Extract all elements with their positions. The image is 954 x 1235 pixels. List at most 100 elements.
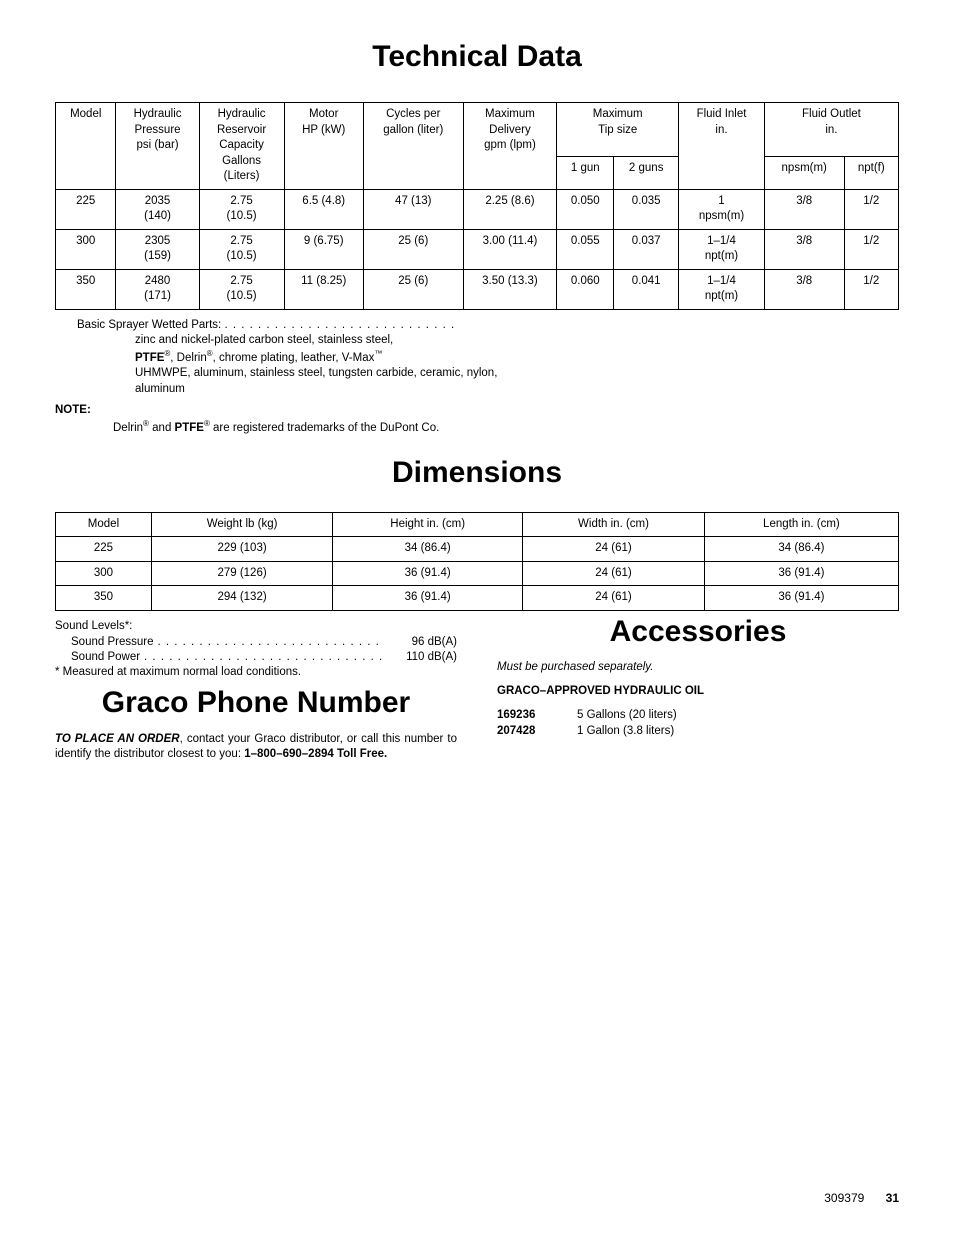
col-inlet: Fluid Inlet in. xyxy=(679,103,765,190)
sound-footnote: * Measured at maximum normal load condit… xyxy=(55,666,457,678)
wetted-body: zinc and nickel-plated carbon steel, sta… xyxy=(135,333,539,397)
cell: 11 (8.25) xyxy=(284,269,363,309)
oil-desc: 1 Gallon (3.8 liters) xyxy=(577,723,674,739)
cell: 1 npsm(m) xyxy=(679,189,765,229)
cell: 0.041 xyxy=(614,269,679,309)
cell: 0.055 xyxy=(557,229,614,269)
sound-title: Sound Levels*: xyxy=(55,619,457,635)
cell: 300 xyxy=(56,561,152,586)
cell: 1–1/4 npt(m) xyxy=(679,229,765,269)
oil-part-number: 207428 xyxy=(497,723,577,739)
dimensions-title: Dimensions xyxy=(55,456,899,490)
col-model: Model xyxy=(56,512,152,537)
col-length: Length in. (cm) xyxy=(704,512,898,537)
cell: 229 (103) xyxy=(151,537,332,562)
cell: 2035 (140) xyxy=(116,189,199,229)
cell: 0.037 xyxy=(614,229,679,269)
cell: 24 (61) xyxy=(523,537,705,562)
dots: . . . . . . . . . . . . . . . . . . . . … xyxy=(157,635,407,651)
col-weight: Weight lb (kg) xyxy=(151,512,332,537)
wetted-line-3: UHMWPE, aluminum, stainless steel, tungs… xyxy=(135,367,497,395)
wetted-line-2b: , Delrin xyxy=(170,352,206,364)
col-cycles: Cycles per gallon (liter) xyxy=(363,103,463,190)
order-text: TO PLACE AN ORDER, contact your Graco di… xyxy=(55,732,457,763)
note-body-b: and xyxy=(149,421,171,433)
cell: 1–1/4 npt(m) xyxy=(679,269,765,309)
trademark-icon: ™ xyxy=(374,349,382,358)
col-tipsize: Maximum Tip size xyxy=(557,103,679,157)
oil-item: 207428 1 Gallon (3.8 liters) xyxy=(497,723,899,739)
table-header-row: Model Weight lb (kg) Height in. (cm) Wid… xyxy=(56,512,899,537)
cell: 350 xyxy=(56,269,116,309)
cell: 350 xyxy=(56,586,152,611)
cell: 36 (91.4) xyxy=(333,561,523,586)
accessories-title: Accessories xyxy=(497,615,899,649)
cell: 0.060 xyxy=(557,269,614,309)
table-row: 300 2305 (159) 2.75 (10.5) 9 (6.75) 25 (… xyxy=(56,229,899,269)
page-footer: 309379 31 xyxy=(824,1191,899,1205)
col-out1: npsm(m) xyxy=(764,156,844,189)
cell: 3.50 (13.3) xyxy=(463,269,557,309)
cell: 24 (61) xyxy=(523,561,705,586)
cell: 34 (86.4) xyxy=(333,537,523,562)
col-out2: npt(f) xyxy=(844,156,898,189)
sound-power-value: 110 dB(A) xyxy=(406,650,457,666)
left-column: Sound Levels*: Sound Pressure . . . . . … xyxy=(55,619,457,763)
right-column: Accessories Must be purchased separately… xyxy=(497,619,899,763)
cell: 2480 (171) xyxy=(116,269,199,309)
cell: 34 (86.4) xyxy=(704,537,898,562)
phone-title: Graco Phone Number xyxy=(55,686,457,720)
cell: 25 (6) xyxy=(363,229,463,269)
dots: . . . . . . . . . . . . . . . . . . . . … xyxy=(144,650,402,666)
cell: 1/2 xyxy=(844,229,898,269)
phone-number: 1–800–690–2894 Toll Free. xyxy=(244,748,387,760)
cell: 2.25 (8.6) xyxy=(463,189,557,229)
col-motor: Motor HP (kW) xyxy=(284,103,363,190)
cell: 36 (91.4) xyxy=(704,586,898,611)
cell: 300 xyxy=(56,229,116,269)
dimensions-table: Model Weight lb (kg) Height in. (cm) Wid… xyxy=(55,512,899,611)
cell: 294 (132) xyxy=(151,586,332,611)
cell: 3.00 (11.4) xyxy=(463,229,557,269)
order-lead: TO PLACE AN ORDER xyxy=(55,733,180,745)
col-height: Height in. (cm) xyxy=(333,512,523,537)
trademark-note: NOTE: Delrin® and PTFE® are registered t… xyxy=(55,403,899,436)
col-pressure: Hydraulic Pressure psi (bar) xyxy=(116,103,199,190)
cell: 36 (91.4) xyxy=(704,561,898,586)
sound-pressure-label: Sound Pressure xyxy=(71,635,153,651)
cell: 6.5 (4.8) xyxy=(284,189,363,229)
cell: 25 (6) xyxy=(363,269,463,309)
ptfe-label: PTFE xyxy=(135,352,164,364)
table-header-row: Model Hydraulic Pressure psi (bar) Hydra… xyxy=(56,103,899,157)
technical-data-title: Technical Data xyxy=(55,40,899,74)
cell: 225 xyxy=(56,537,152,562)
cell: 1/2 xyxy=(844,189,898,229)
cell: 3/8 xyxy=(764,189,844,229)
cell: 36 (91.4) xyxy=(333,586,523,611)
cell: 2.75 (10.5) xyxy=(199,229,284,269)
table-row: 350 294 (132) 36 (91.4) 24 (61) 36 (91.4… xyxy=(56,586,899,611)
note-body-d: are registered trademarks of the DuPont … xyxy=(210,421,439,433)
sound-pressure-value: 96 dB(A) xyxy=(412,635,457,651)
cell: 3/8 xyxy=(764,229,844,269)
cell: 24 (61) xyxy=(523,586,705,611)
note-label: NOTE: xyxy=(55,404,91,416)
cell: 0.050 xyxy=(557,189,614,229)
table-row: 350 2480 (171) 2.75 (10.5) 11 (8.25) 25 … xyxy=(56,269,899,309)
col-width: Width in. (cm) xyxy=(523,512,705,537)
oil-part-number: 169236 xyxy=(497,707,577,723)
note-body-c: PTFE xyxy=(171,421,204,433)
oil-item: 169236 5 Gallons (20 liters) xyxy=(497,707,899,723)
col-outlet: Fluid Outlet in. xyxy=(764,103,898,157)
cell: 0.035 xyxy=(614,189,679,229)
oil-desc: 5 Gallons (20 liters) xyxy=(577,707,677,723)
cell: 3/8 xyxy=(764,269,844,309)
col-tip1: 1 gun xyxy=(557,156,614,189)
cell: 2305 (159) xyxy=(116,229,199,269)
col-tip2: 2 guns xyxy=(614,156,679,189)
table-row: 300 279 (126) 36 (91.4) 24 (61) 36 (91.4… xyxy=(56,561,899,586)
wetted-line-1: zinc and nickel-plated carbon steel, sta… xyxy=(135,334,393,346)
note-body-a: Delrin xyxy=(113,421,143,433)
doc-number: 309379 xyxy=(824,1191,864,1205)
cell: 2.75 (10.5) xyxy=(199,189,284,229)
